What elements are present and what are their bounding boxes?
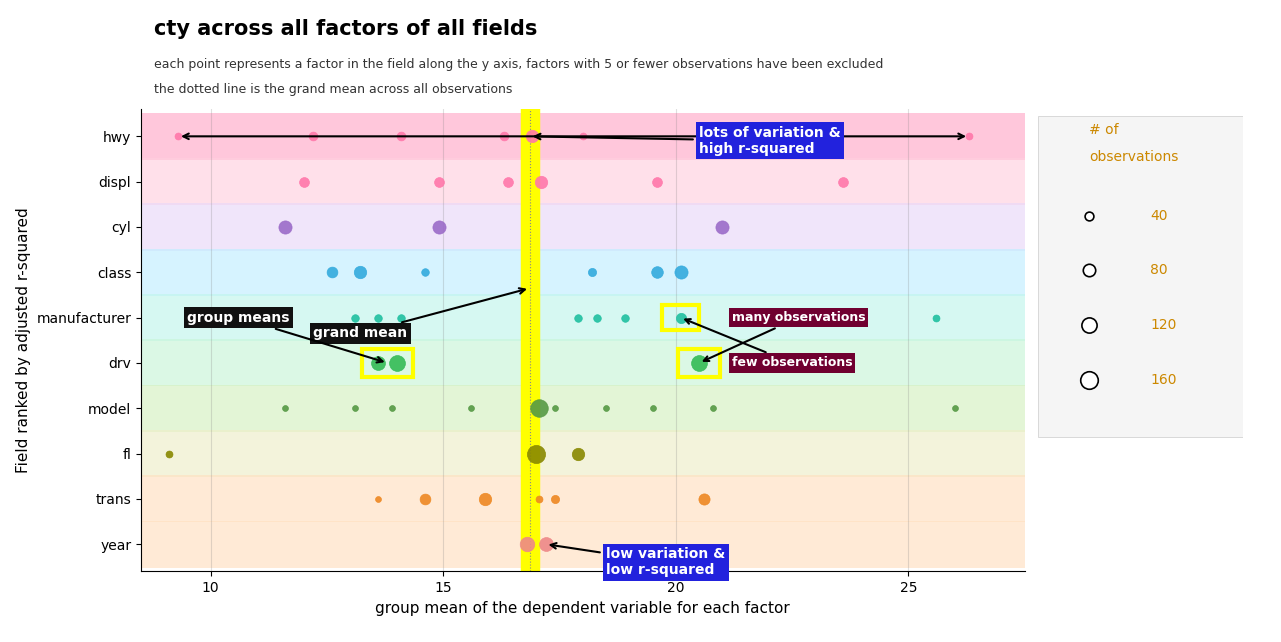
Point	[670, 267, 690, 277]
Text: group means: group means	[187, 311, 383, 363]
Text: low variation &
low r-squared: low variation & low r-squared	[551, 543, 725, 577]
Point	[345, 313, 365, 323]
Text: the dotted line is the grand mean across all observations: the dotted line is the grand mean across…	[154, 83, 512, 96]
Text: observations: observations	[1089, 150, 1179, 164]
Point	[428, 222, 448, 232]
Text: few observations: few observations	[685, 319, 852, 369]
Y-axis label: Field ranked by adjusted r-squared: Field ranked by adjusted r-squared	[15, 207, 31, 473]
Point	[958, 131, 979, 141]
Point	[275, 403, 296, 413]
Point	[275, 222, 296, 232]
Point	[703, 403, 724, 413]
Bar	[141, 294, 1025, 341]
Point	[159, 448, 179, 458]
X-axis label: group mean of the dependent variable for each factor: group mean of the dependent variable for…	[375, 601, 790, 616]
Bar	[141, 475, 1025, 523]
Point	[530, 177, 551, 187]
Point	[368, 313, 388, 323]
Point	[573, 131, 593, 141]
Point	[833, 177, 853, 187]
Text: each point represents a factor in the field along the y axis, factors with 5 or : each point represents a factor in the fi…	[154, 58, 883, 71]
Point	[391, 131, 411, 141]
Point	[1079, 320, 1099, 330]
Point	[461, 403, 482, 413]
Text: # of: # of	[1089, 123, 1118, 137]
FancyBboxPatch shape	[1038, 116, 1243, 437]
Point	[529, 494, 550, 504]
Bar	[662, 305, 699, 330]
Point	[387, 358, 407, 368]
Text: many observations: many observations	[703, 311, 866, 361]
Point	[582, 267, 602, 277]
Point	[544, 494, 565, 504]
Bar	[363, 349, 412, 376]
Text: 160: 160	[1150, 372, 1177, 386]
Point	[670, 313, 690, 323]
Text: 120: 120	[1150, 318, 1177, 332]
Point	[415, 267, 436, 277]
Point	[368, 494, 388, 504]
Point	[1079, 265, 1099, 275]
Point	[567, 448, 588, 458]
Bar	[141, 430, 1025, 477]
Point	[567, 313, 588, 323]
Point	[615, 313, 635, 323]
Point	[1079, 211, 1099, 221]
Point	[945, 403, 966, 413]
Bar	[141, 340, 1025, 386]
Point	[345, 403, 365, 413]
Point	[1079, 374, 1099, 385]
Point	[647, 177, 667, 187]
Bar	[141, 521, 1025, 568]
Point	[521, 131, 542, 141]
Point	[302, 131, 323, 141]
Point	[516, 539, 537, 550]
Point	[693, 494, 714, 504]
Point	[642, 403, 662, 413]
Point	[391, 313, 411, 323]
Point	[168, 131, 188, 141]
Point	[322, 267, 342, 277]
Point	[544, 403, 565, 413]
Bar	[141, 248, 1025, 296]
Point	[493, 131, 514, 141]
Point	[712, 222, 733, 232]
Point	[926, 313, 947, 323]
Bar	[678, 349, 720, 376]
Point	[587, 313, 607, 323]
Bar	[141, 113, 1025, 160]
Point	[475, 494, 496, 504]
Text: 40: 40	[1150, 209, 1168, 223]
Point	[498, 177, 519, 187]
Point	[415, 494, 436, 504]
Point	[368, 358, 388, 368]
Point	[350, 267, 370, 277]
Point	[428, 177, 448, 187]
Text: grand mean: grand mean	[313, 288, 525, 340]
Point	[596, 403, 616, 413]
Point	[689, 358, 710, 368]
Point	[529, 403, 550, 413]
Bar	[141, 204, 1025, 250]
Text: lots of variation &
high r-squared: lots of variation & high r-squared	[535, 126, 840, 156]
Point	[526, 448, 547, 458]
Point	[647, 267, 667, 277]
Bar	[141, 385, 1025, 432]
Text: cty across all factors of all fields: cty across all factors of all fields	[154, 19, 537, 39]
Point	[293, 177, 314, 187]
Point	[382, 403, 402, 413]
Text: 80: 80	[1150, 263, 1168, 277]
Bar	[141, 158, 1025, 205]
Point	[535, 539, 556, 550]
